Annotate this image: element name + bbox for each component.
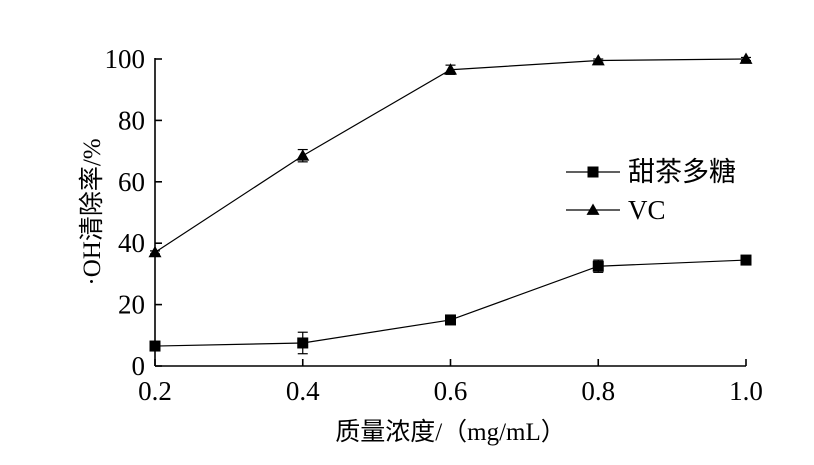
legend-label: 甜茶多糖 [628, 157, 736, 187]
y-tick-label: 40 [118, 228, 145, 258]
legend: 甜茶多糖 VC [566, 157, 736, 225]
series-line [154, 259, 747, 347]
y-tick-label: 60 [118, 167, 145, 197]
legend-item: 甜茶多糖 [566, 157, 736, 187]
legend-item: VC [566, 195, 666, 225]
data-point [148, 245, 162, 258]
data-point [297, 337, 309, 349]
data-point [740, 254, 752, 266]
x-tick-label: 0.6 [434, 376, 468, 406]
y-axis-title: ·OH清除率/% [78, 138, 106, 285]
data-point [591, 54, 605, 66]
data-point [296, 149, 310, 161]
legend-marker [587, 166, 599, 178]
series-square [149, 254, 752, 355]
y-tick-label: 20 [118, 290, 145, 320]
x-tick-label: 0.8 [581, 376, 615, 406]
x-tick-label: 0.4 [286, 376, 320, 406]
x-tick-label: 0.2 [138, 376, 172, 406]
y-tick-label: 80 [118, 105, 145, 135]
series-layer [148, 52, 753, 355]
axes: 0 20 40 60 80 100 0.2 0.4 0.6 0.8 1.0 [105, 44, 763, 406]
data-point [444, 63, 457, 75]
series-triangle [148, 52, 753, 258]
y-tick-label: 0 [132, 351, 146, 381]
y-tick-label: 100 [105, 44, 146, 74]
legend-label: VC [628, 195, 666, 225]
data-point [739, 52, 753, 64]
data-point [592, 260, 604, 272]
data-point [149, 340, 161, 352]
x-tick-label: 1.0 [729, 376, 763, 406]
x-axis-title: 质量浓度/（mg/mL） [335, 418, 566, 446]
legend-marker [586, 203, 600, 215]
data-point [445, 314, 456, 326]
